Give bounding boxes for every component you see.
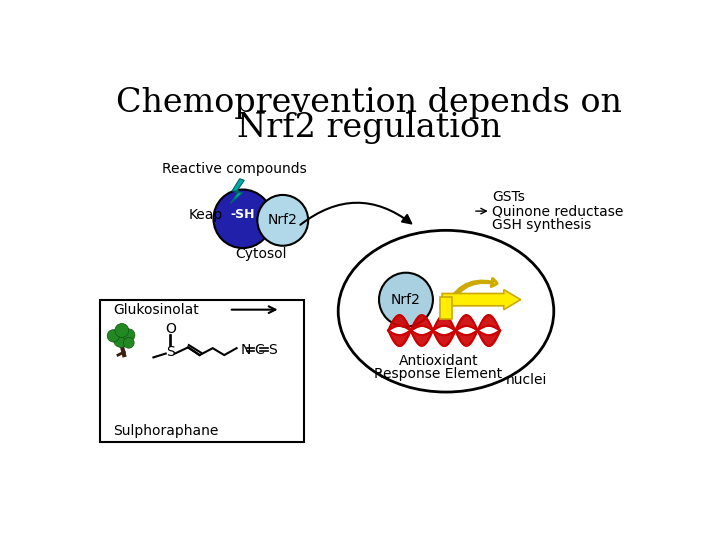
Text: -SH: -SH	[230, 208, 255, 221]
Text: Glukosinolat: Glukosinolat	[113, 302, 199, 316]
Text: S: S	[166, 345, 175, 359]
Text: Nrf2: Nrf2	[268, 213, 297, 227]
Text: O: O	[165, 322, 176, 336]
Circle shape	[107, 330, 120, 342]
Text: C: C	[254, 343, 264, 357]
Circle shape	[123, 338, 134, 348]
Circle shape	[379, 273, 433, 327]
Circle shape	[122, 329, 135, 341]
Text: GSH synthesis: GSH synthesis	[492, 218, 591, 232]
Text: Sulphoraphane: Sulphoraphane	[113, 423, 219, 437]
Text: GSTs: GSTs	[492, 190, 525, 204]
Ellipse shape	[338, 231, 554, 392]
Text: nuclei: nuclei	[506, 374, 547, 388]
Circle shape	[257, 195, 308, 246]
Text: Chemoprevention depends on: Chemoprevention depends on	[116, 87, 622, 119]
FancyArrow shape	[442, 289, 521, 309]
Text: S: S	[268, 343, 277, 357]
Text: Cytosol: Cytosol	[235, 247, 287, 261]
Circle shape	[113, 332, 129, 347]
Circle shape	[213, 190, 272, 248]
Text: Quinone reductase: Quinone reductase	[492, 204, 624, 218]
Text: Antioxidant: Antioxidant	[398, 354, 478, 368]
FancyBboxPatch shape	[99, 300, 304, 442]
Polygon shape	[230, 179, 244, 204]
FancyBboxPatch shape	[440, 298, 452, 319]
Text: Nrf2 regulation: Nrf2 regulation	[237, 112, 501, 144]
Circle shape	[115, 323, 129, 338]
Text: Nrf2: Nrf2	[391, 293, 421, 307]
Text: Keap: Keap	[189, 208, 223, 222]
Text: Response Element: Response Element	[374, 367, 503, 381]
Text: Reactive compounds: Reactive compounds	[162, 162, 307, 176]
Text: N: N	[240, 343, 251, 357]
